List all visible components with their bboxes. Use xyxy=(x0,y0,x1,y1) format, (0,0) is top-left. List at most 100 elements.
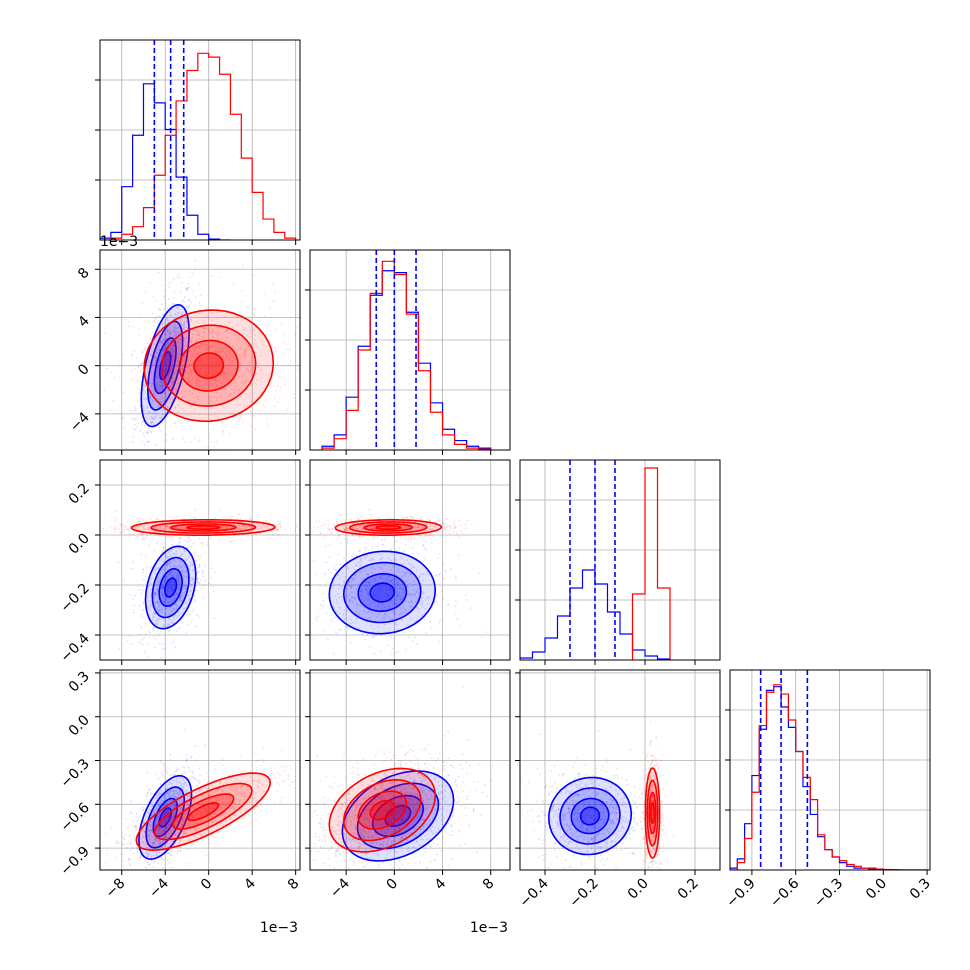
red-point xyxy=(195,346,198,349)
blue-point xyxy=(158,777,161,779)
blue-point xyxy=(351,596,353,599)
red-point xyxy=(211,331,213,334)
blue-point xyxy=(133,410,136,413)
red-point xyxy=(262,529,264,531)
blue-point xyxy=(191,577,194,580)
blue-point xyxy=(315,620,318,622)
blue-point xyxy=(402,588,405,591)
red-point xyxy=(421,527,424,529)
blue-point xyxy=(165,575,168,578)
blue-point xyxy=(459,625,461,627)
red-point xyxy=(246,306,249,308)
blue-point xyxy=(158,604,160,607)
red-point xyxy=(213,366,216,368)
blue-point xyxy=(166,564,169,567)
blue-point xyxy=(176,385,179,387)
blue-point xyxy=(138,361,141,363)
blue-point xyxy=(159,801,162,804)
blue-point xyxy=(148,622,151,625)
blue-point xyxy=(170,561,173,564)
red-point xyxy=(338,534,340,537)
blue-contour xyxy=(357,573,408,612)
blue-point xyxy=(192,770,195,773)
red-point xyxy=(240,373,243,376)
blue-point xyxy=(142,568,145,570)
red-point xyxy=(244,353,247,356)
blue-point xyxy=(154,591,157,594)
blue-point xyxy=(176,781,179,784)
red-point xyxy=(425,523,428,525)
red-point xyxy=(121,353,124,356)
red-point xyxy=(203,319,206,322)
blue-point xyxy=(361,590,363,592)
blue-point xyxy=(146,792,149,794)
blue-point xyxy=(157,778,159,781)
red-point xyxy=(191,272,194,275)
red-point xyxy=(357,535,360,538)
blue-point xyxy=(157,364,159,367)
red-point xyxy=(205,374,208,377)
red-point xyxy=(388,526,391,529)
red-point xyxy=(245,526,248,529)
red-point xyxy=(248,395,251,398)
red-point xyxy=(304,530,306,532)
blue-point xyxy=(349,600,351,603)
blue-point xyxy=(115,840,118,842)
red-point xyxy=(221,430,224,433)
red-point xyxy=(188,536,190,539)
blue-point xyxy=(162,600,165,603)
blue-point xyxy=(175,553,178,555)
red-point xyxy=(158,527,161,529)
blue-point xyxy=(392,603,395,606)
blue-point xyxy=(360,557,362,560)
blue-point xyxy=(176,607,179,609)
blue-point xyxy=(373,601,376,603)
blue-point xyxy=(338,587,340,590)
blue-point xyxy=(368,646,371,648)
blue-point xyxy=(185,337,188,340)
red-point xyxy=(249,364,251,366)
red-point xyxy=(226,373,228,375)
red-point xyxy=(166,525,169,527)
red-point xyxy=(224,525,227,528)
red-point xyxy=(250,401,253,404)
red-point xyxy=(217,329,220,332)
blue-point xyxy=(186,363,189,365)
blue-point xyxy=(350,586,353,589)
red-point xyxy=(277,524,279,526)
red-point xyxy=(200,343,202,346)
red-point xyxy=(237,527,239,530)
red-point xyxy=(164,334,167,336)
blue-point xyxy=(195,559,198,562)
blue-point xyxy=(354,621,357,624)
blue-point xyxy=(164,371,167,373)
red-point xyxy=(373,526,375,528)
blue-point xyxy=(161,611,164,613)
blue-point xyxy=(142,609,144,612)
red-point xyxy=(441,530,444,533)
blue-point xyxy=(407,593,410,596)
red-point xyxy=(279,526,282,528)
red-point xyxy=(407,526,409,528)
blue-point xyxy=(173,564,176,566)
blue-point xyxy=(162,586,165,588)
blue-point xyxy=(166,608,169,611)
blue-point xyxy=(161,816,164,818)
blue-point xyxy=(404,571,407,574)
blue-point xyxy=(155,369,158,372)
red-point xyxy=(361,528,364,531)
red-point xyxy=(207,329,210,332)
blue-point xyxy=(188,568,191,571)
blue-point xyxy=(404,609,407,611)
blue-point xyxy=(384,613,386,615)
blue-point xyxy=(192,569,195,572)
red-point xyxy=(244,355,247,358)
blue-point xyxy=(165,596,167,599)
red-point xyxy=(345,528,348,531)
red-point xyxy=(406,517,409,519)
blue-point xyxy=(177,273,180,276)
blue-point xyxy=(162,859,165,861)
blue-point xyxy=(147,853,150,856)
blue-point xyxy=(141,421,144,424)
blue-point xyxy=(365,589,368,591)
